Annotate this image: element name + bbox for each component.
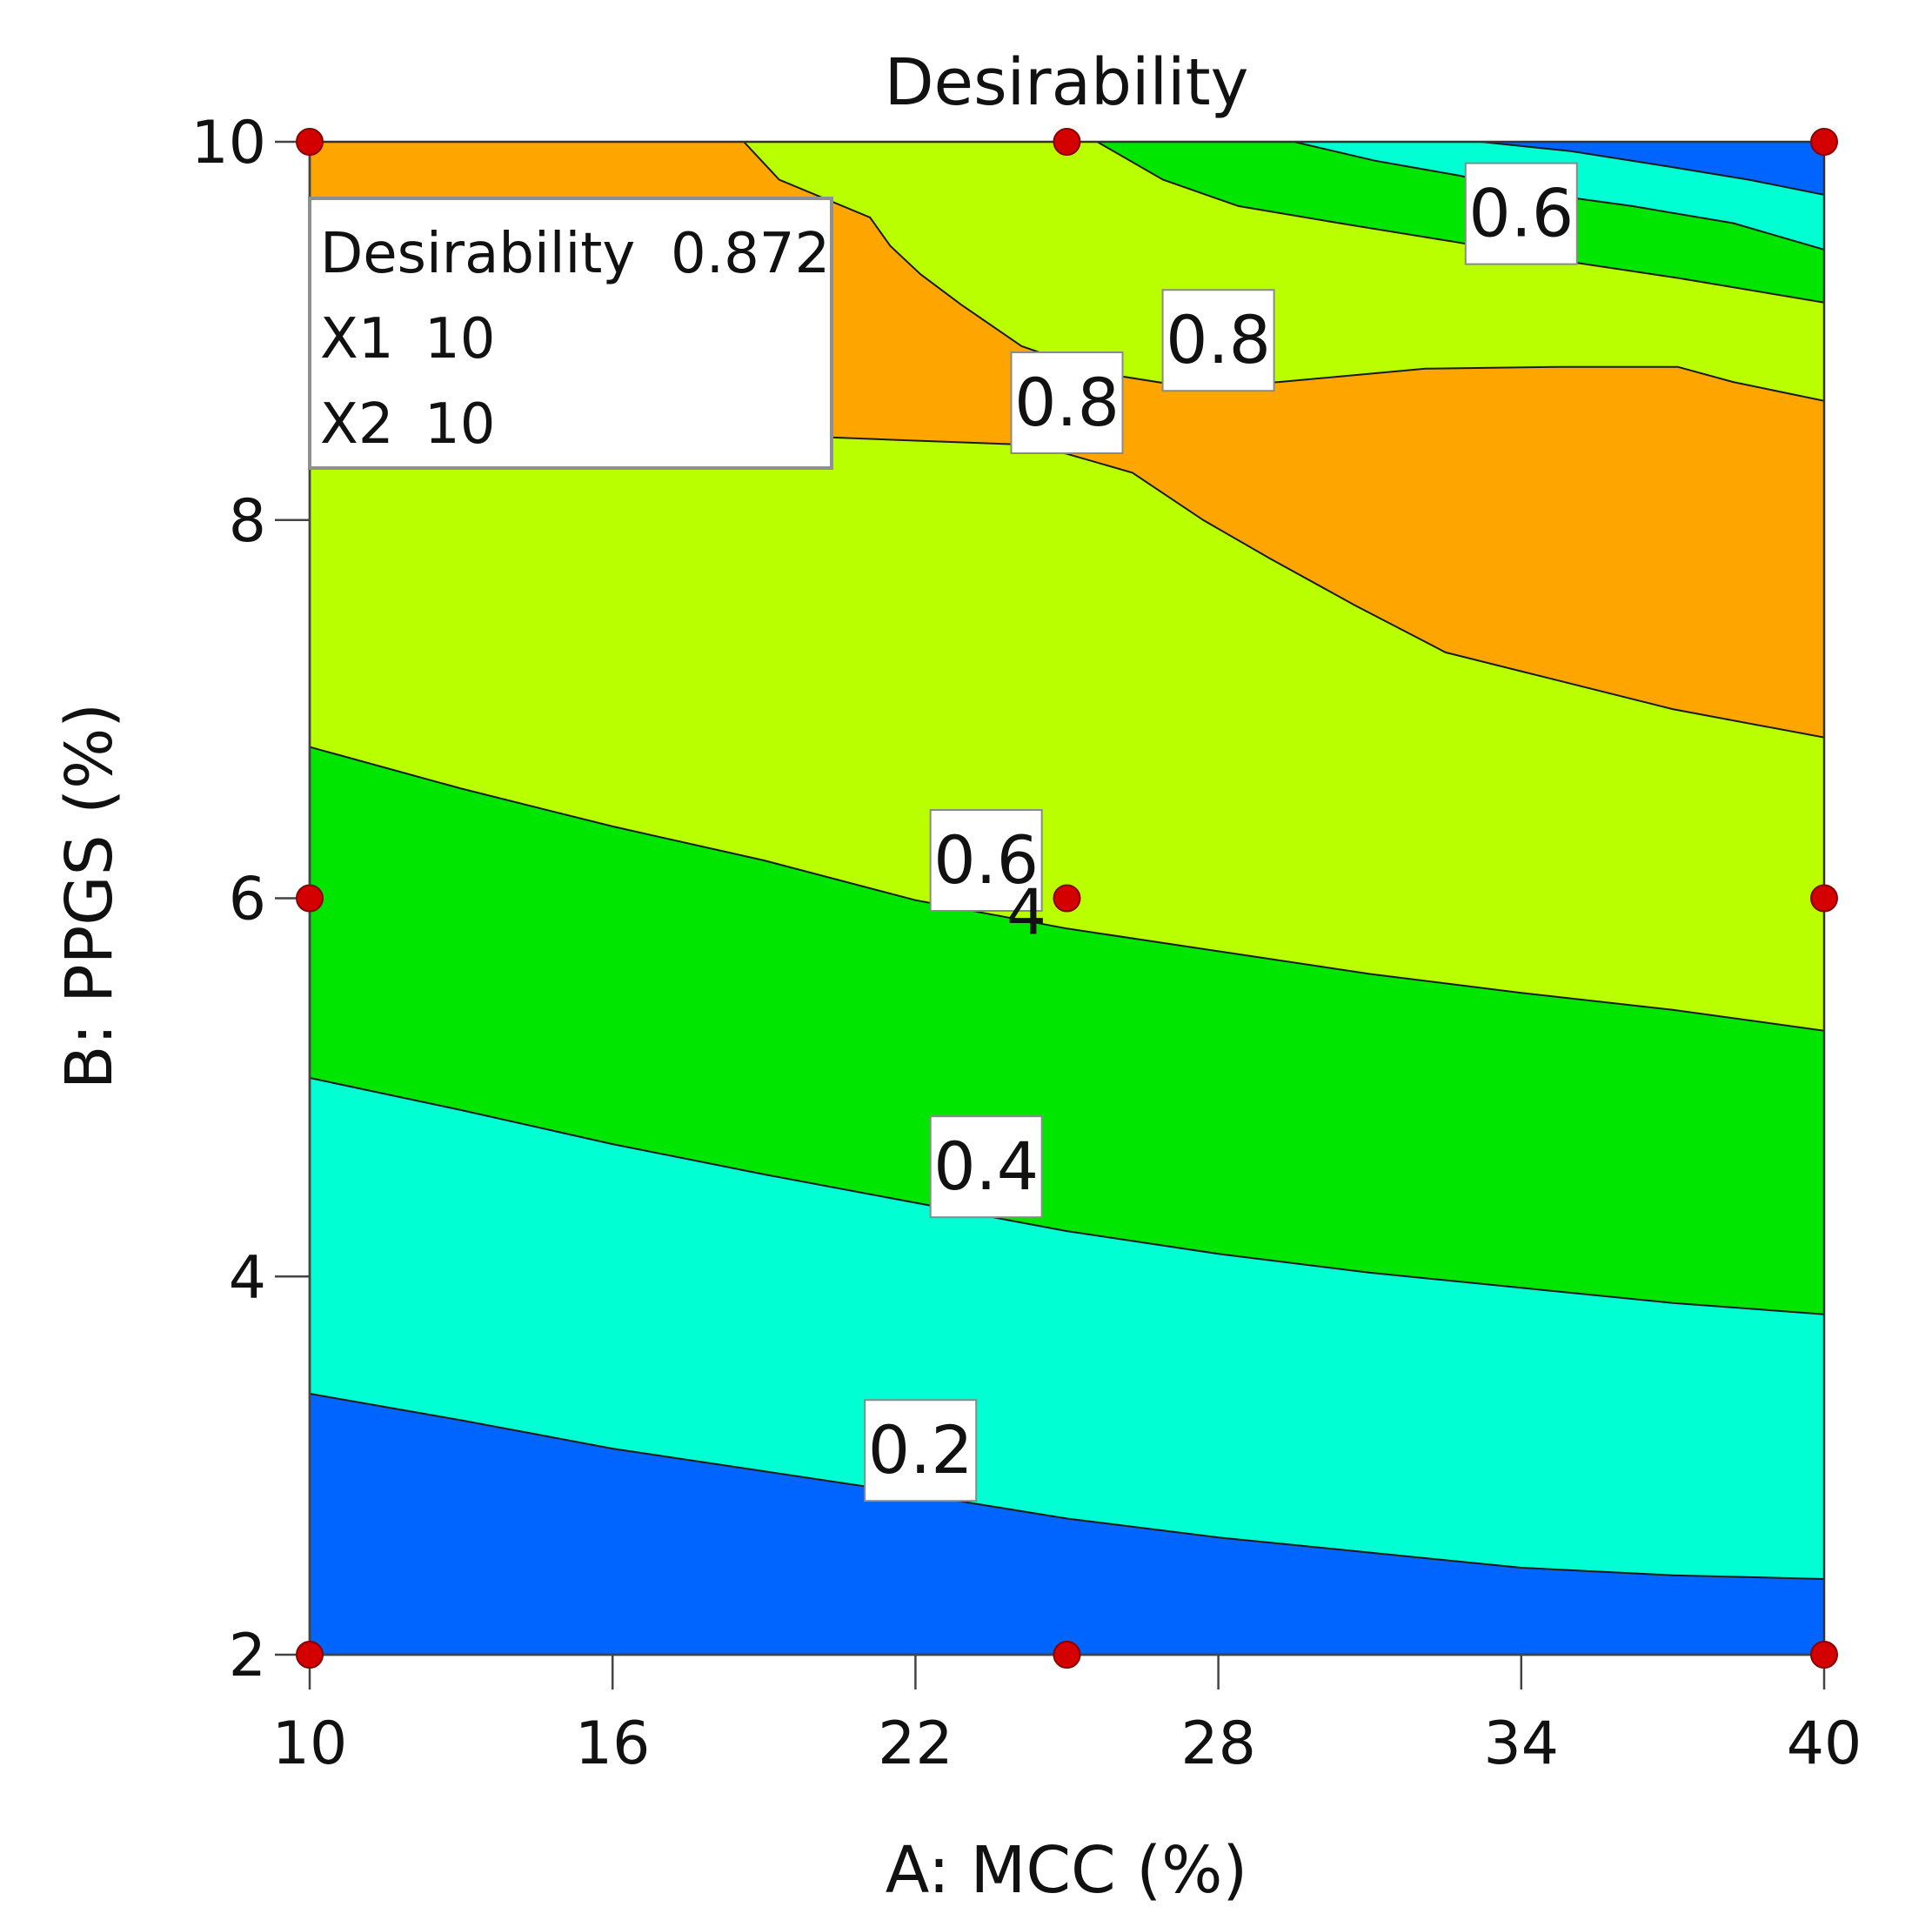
fill-0.4-0.6 xyxy=(310,746,1824,1315)
axes: 10 16 22 28 34 40 2 4 6 8 10 xyxy=(191,109,1862,1778)
design-point xyxy=(296,1641,324,1669)
svg-text:0.4: 0.4 xyxy=(933,1127,1039,1205)
x-tick-label: 16 xyxy=(575,1710,651,1778)
contour-line-7 xyxy=(1481,142,1824,196)
svg-text:0.2: 0.2 xyxy=(868,1411,973,1489)
design-point xyxy=(1053,1641,1081,1669)
flag-row-name: Desirability xyxy=(320,222,635,286)
fill-0.2-0.4 xyxy=(310,1078,1824,1579)
flag-row-value: 0.872 xyxy=(671,222,830,286)
svg-text:0.6: 0.6 xyxy=(1468,175,1574,252)
fill-0.4-0.6-upper xyxy=(1097,142,1824,303)
contour-label: 0.8 xyxy=(1161,289,1275,392)
design-point xyxy=(1810,128,1838,156)
y-axis-label: B: PPGS (%) xyxy=(52,703,127,1089)
contour-labels: 0.2 0.4 0.6 0.8 0.8 0.6 xyxy=(864,162,1578,1502)
fill-0.6-0.8-lower xyxy=(310,434,1824,1031)
design-point xyxy=(1053,128,1081,156)
svg-text:0.8: 0.8 xyxy=(1014,364,1120,441)
y-tick-label: 6 xyxy=(229,866,266,934)
contour-line-2 xyxy=(310,746,1824,1032)
contour-line-1 xyxy=(310,1077,1824,1315)
contour-line-0 xyxy=(310,1393,1824,1580)
chart-title: Desirability xyxy=(885,45,1249,120)
fill-0.6-0.8-upper xyxy=(744,142,1824,401)
flag-box: Desirability 0.872 X1 10 X2 10 xyxy=(308,197,833,470)
contour-label: 0.6 xyxy=(1464,162,1578,265)
flag-row-name: X1 xyxy=(320,307,394,371)
fill-0-0.2-upper xyxy=(1481,142,1824,195)
design-point xyxy=(296,884,324,913)
svg-text:0.8: 0.8 xyxy=(1166,301,1271,378)
fill-0-0.2 xyxy=(310,1394,1824,1655)
design-points: 4 xyxy=(296,128,1838,1669)
contour-label: 0.2 xyxy=(864,1399,978,1502)
design-point xyxy=(1053,884,1081,913)
flag-box-frame xyxy=(308,197,833,470)
contour-label: 0.8 xyxy=(1010,351,1124,454)
center-point-count: 4 xyxy=(1006,876,1046,949)
y-tick-label: 8 xyxy=(229,487,266,556)
x-tick-label: 28 xyxy=(1180,1710,1256,1778)
x-axis-label: A: MCC (%) xyxy=(886,1833,1248,1908)
flag-row-value: 10 xyxy=(425,392,495,457)
x-tick-label: 10 xyxy=(272,1710,348,1778)
contour-label: 0.6 xyxy=(929,809,1043,913)
contour-label: 0.4 xyxy=(929,1115,1043,1219)
x-tick-label: 22 xyxy=(878,1710,953,1778)
x-tick-label: 40 xyxy=(1787,1710,1862,1778)
design-point xyxy=(1810,884,1838,913)
svg-text:0.6: 0.6 xyxy=(933,821,1039,899)
y-tick-label: 4 xyxy=(229,1243,266,1312)
flag-row-name: X2 xyxy=(320,392,394,457)
design-point xyxy=(296,128,324,156)
x-tick-label: 34 xyxy=(1484,1710,1560,1778)
flag-row-value: 10 xyxy=(425,307,495,371)
y-tick-label: 10 xyxy=(191,109,266,177)
contour-line-5 xyxy=(1096,142,1824,304)
y-tick-label: 2 xyxy=(229,1622,266,1690)
design-point xyxy=(1810,1641,1838,1669)
